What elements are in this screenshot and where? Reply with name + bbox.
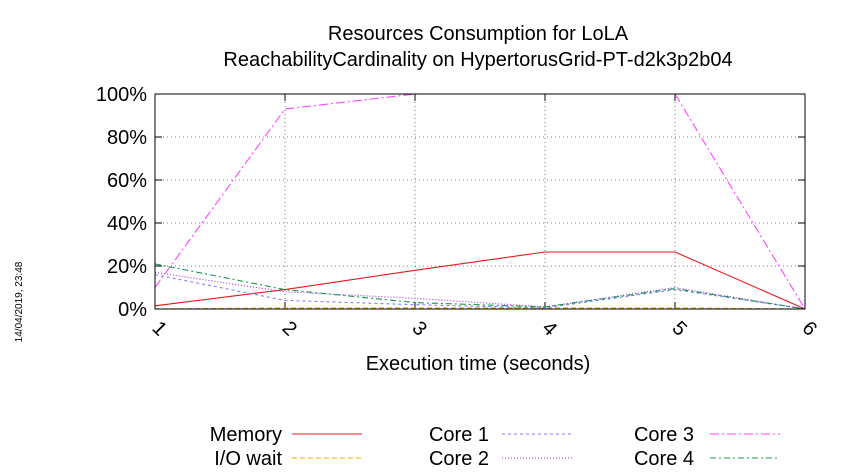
y-tick-label: 60%	[107, 170, 147, 192]
y-axis-ticks: 0% 20% 40% 60% 80% 100%	[96, 84, 805, 321]
series-line-core-1	[154, 274, 806, 310]
chart-title-line-2: ReachabilityCardinality on HypertorusGri…	[223, 49, 732, 71]
legend-label: Core 1	[429, 424, 489, 446]
x-tick-label: 1	[148, 317, 171, 340]
series-lines	[154, 93, 806, 310]
y-tick-label: 0%	[118, 299, 147, 321]
x-axis-label: Execution time (seconds)	[366, 353, 591, 375]
y-tick-label: 40%	[107, 213, 147, 235]
legend-label: Core 4	[634, 448, 694, 470]
series-line-i-o-wait	[154, 307, 806, 310]
legend-label: Core 2	[429, 448, 489, 470]
x-tick-label: 2	[278, 317, 301, 340]
grid	[155, 93, 805, 310]
x-tick-label: 4	[538, 317, 561, 340]
x-tick-label: 5	[668, 317, 691, 340]
legend-label: Memory	[210, 424, 282, 446]
legend-label: Core 3	[634, 424, 694, 446]
series-line-core-4	[154, 263, 806, 310]
legend-label: I/O wait	[214, 448, 282, 470]
y-tick-label: 80%	[107, 127, 147, 149]
timestamp: 14/04/2019, 23:48	[14, 261, 25, 342]
chart-title-line-1: Resources Consumption for LoLA	[328, 23, 629, 45]
x-tick-label: 3	[408, 317, 431, 340]
plot-border	[154, 93, 806, 310]
x-axis-ticks: 1 2 3 4 5 6	[148, 94, 821, 340]
x-tick-label: 6	[798, 317, 821, 340]
series-line-memory	[154, 251, 806, 310]
series-line-core-2	[154, 271, 806, 310]
y-tick-label: 100%	[96, 84, 147, 106]
y-tick-label: 20%	[107, 256, 147, 278]
series-line-core-3	[154, 93, 806, 310]
